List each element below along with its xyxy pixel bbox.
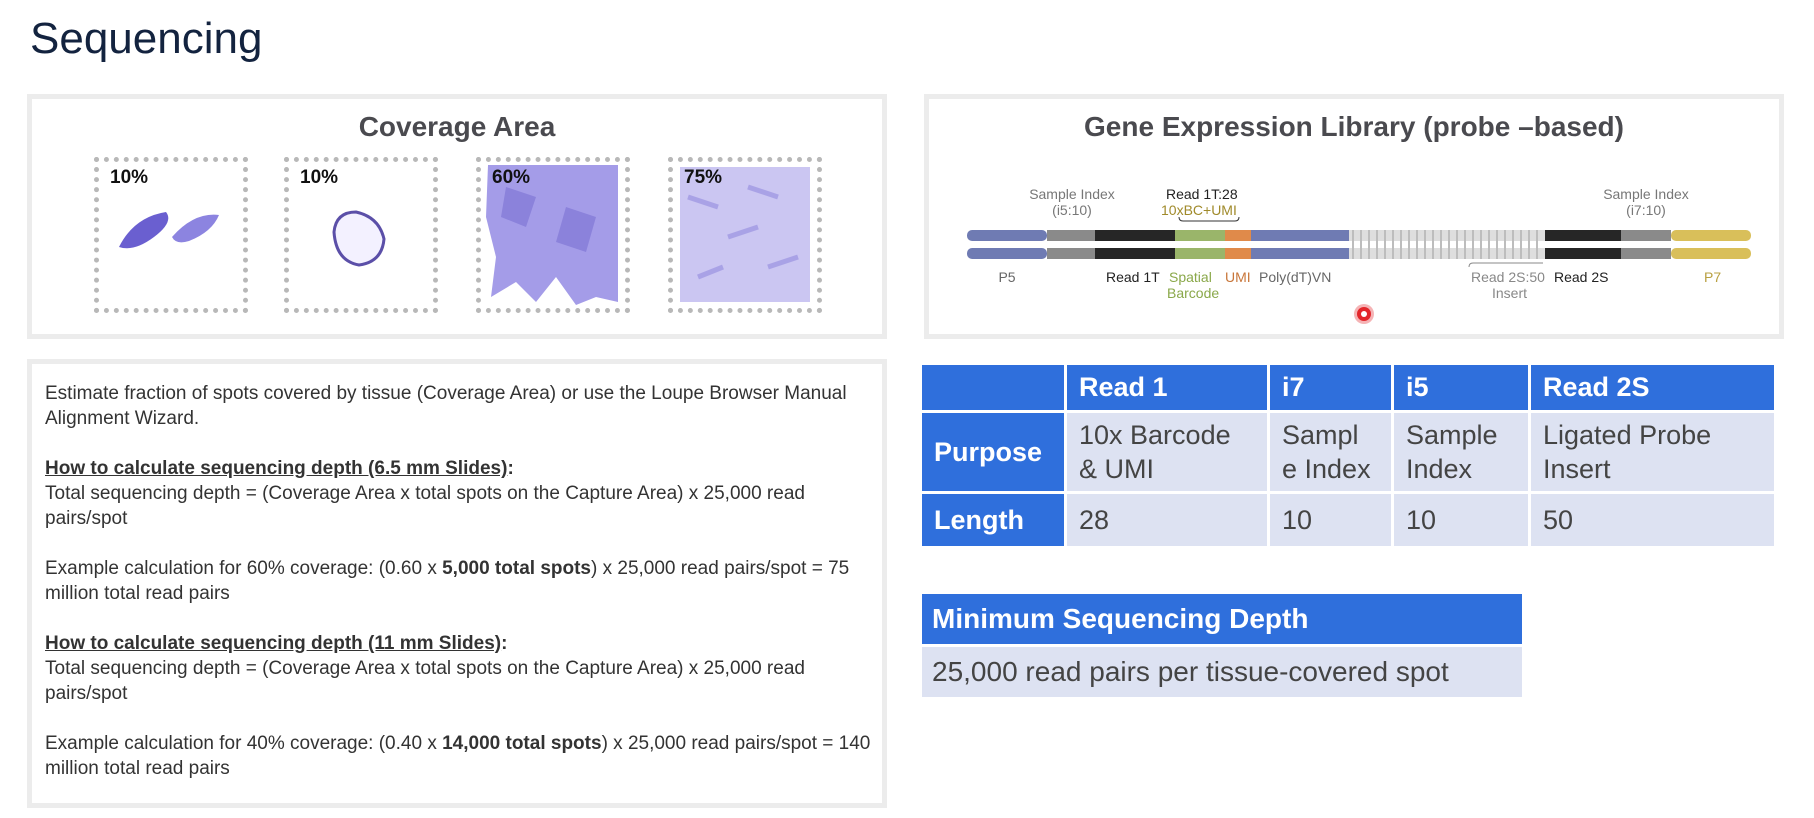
library-diagram: Sample Index (i5:10) Read 1T:28 10xBC+UM…	[967, 186, 1751, 301]
tissue-image-2	[332, 210, 386, 267]
header-empty	[922, 365, 1064, 410]
min-depth-value: 25,000 read pairs per tissue-covered spo…	[922, 647, 1522, 697]
description-panel	[32, 364, 882, 803]
header-i7: i7	[1270, 365, 1391, 410]
coverage-slide-3: 60%	[476, 157, 630, 313]
barcode-label: Barcode	[1167, 285, 1219, 301]
section-6-5mm-formula: Total sequencing depth = (Coverage Area …	[45, 483, 805, 529]
umi-label: UMI	[1225, 269, 1251, 285]
header-i5: i5	[1394, 365, 1528, 410]
sample-index-left-label: Sample Index	[1029, 186, 1115, 202]
length-i5: 10	[1394, 494, 1528, 546]
section-6-5mm: How to calculate sequencing depth (6.5 m…	[45, 456, 875, 606]
header-read1: Read 1	[1067, 365, 1267, 410]
section-11mm-example: Example calculation for 40% coverage: (0…	[45, 733, 871, 779]
coverage-label-1: 10%	[110, 167, 149, 188]
spatial-label: Spatial	[1169, 269, 1212, 285]
coverage-slide-4: 75%	[668, 157, 822, 313]
read-structure-table: Read 1 i7 i5 Read 2S Purpose 10x Barcode…	[919, 362, 1777, 549]
insert-label: Insert	[1492, 285, 1527, 301]
section-6-5mm-example: Example calculation for 60% coverage: (0…	[45, 558, 850, 604]
purpose-i7: Sampl e Index	[1270, 413, 1391, 491]
length-read2s: 50	[1531, 494, 1774, 546]
read2s50-label: Read 2S:50	[1471, 269, 1545, 285]
tissue-image-3	[486, 165, 618, 305]
page-title: Sequencing	[30, 14, 263, 63]
read1t-label: Read 1T	[1106, 269, 1160, 285]
length-read1: 28	[1067, 494, 1267, 546]
section-11mm-formula: Total sequencing depth = (Coverage Area …	[45, 658, 805, 704]
bc-umi-label: 10xBC+UMI	[1161, 202, 1237, 218]
library-panel: Gene Expression Library (probe –based)	[929, 99, 1779, 334]
purpose-i5: Sample Index	[1394, 413, 1528, 491]
tissue-image-1	[119, 212, 219, 249]
row-label-purpose: Purpose	[922, 413, 1064, 491]
purpose-read1: 10x Barcode & UMI	[1067, 413, 1267, 491]
header-read2s: Read 2S	[1531, 365, 1774, 410]
sample-index-right-label: Sample Index	[1603, 186, 1689, 202]
i7-10-label: (i7:10)	[1626, 202, 1666, 218]
section-6-5mm-heading: How to calculate sequencing depth (6.5 m…	[45, 458, 508, 479]
polydt-label: Poly(dT)VN	[1259, 269, 1331, 285]
min-depth-table: Minimum Sequencing Depth 25,000 read pai…	[919, 591, 1525, 700]
description-text: Estimate fraction of spots covered by ti…	[45, 381, 875, 806]
p7-label: P7	[1704, 269, 1721, 285]
coverage-panel: Coverage Area 10% 10% 60% 75%	[32, 99, 882, 334]
section-11mm: How to calculate sequencing depth (11 mm…	[45, 631, 875, 781]
length-i7: 10	[1270, 494, 1391, 546]
coverage-slide-2: 10%	[284, 157, 438, 313]
coverage-label-4: 75%	[684, 167, 723, 188]
cursor-indicator	[1357, 307, 1371, 321]
coverage-label-3: 60%	[492, 167, 531, 188]
intro-text: Estimate fraction of spots covered by ti…	[45, 383, 847, 429]
library-title: Gene Expression Library (probe –based)	[1084, 111, 1624, 142]
read1t-28-label: Read 1T:28	[1166, 186, 1238, 202]
min-depth-header: Minimum Sequencing Depth	[922, 594, 1522, 644]
section-11mm-heading: How to calculate sequencing depth (11 mm…	[45, 633, 502, 654]
coverage-title: Coverage Area	[358, 111, 556, 142]
purpose-read2s: Ligated Probe Insert	[1531, 413, 1774, 491]
p5-label: P5	[998, 269, 1015, 285]
i5-10-label: (i5:10)	[1052, 202, 1092, 218]
coverage-label-2: 10%	[300, 167, 339, 188]
tissue-image-4	[680, 167, 810, 302]
coverage-slide-1: 10%	[94, 157, 248, 313]
read2s-label: Read 2S	[1554, 269, 1608, 285]
row-label-length: Length	[922, 494, 1064, 546]
